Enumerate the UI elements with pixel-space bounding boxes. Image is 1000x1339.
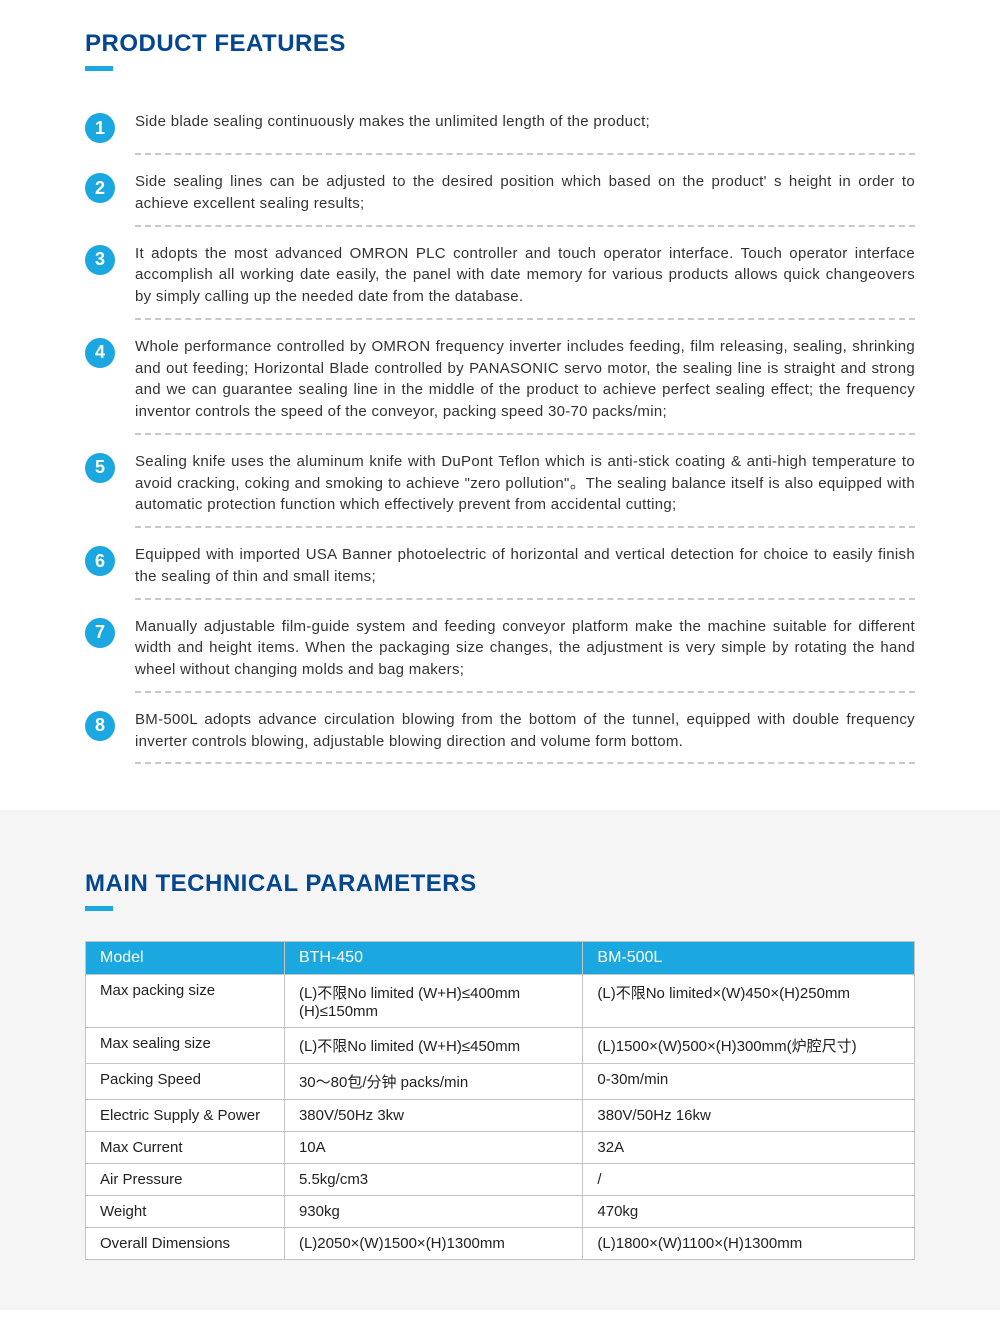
feature-number-badge: 8 [85, 711, 115, 741]
feature-number-badge: 2 [85, 173, 115, 203]
feature-divider [135, 598, 915, 600]
table-cell: Overall Dimensions [86, 1228, 285, 1260]
table-row: Max packing size(L)不限No limited (W+H)≤40… [86, 975, 915, 1028]
table-cell: Air Pressure [86, 1164, 285, 1196]
table-cell: Weight [86, 1196, 285, 1228]
feature-item: 3 It adopts the most advanced OMRON PLC c… [85, 233, 915, 312]
table-cell: / [583, 1164, 915, 1196]
params-heading: MAIN TECHNICAL PARAMETERS [85, 870, 915, 898]
table-cell: 5.5kg/cm3 [284, 1164, 582, 1196]
table-cell: 930kg [284, 1196, 582, 1228]
table-row: Packing Speed30～80包/分钟 packs/min0-30m/mi… [86, 1064, 915, 1100]
feature-text: Equipped with imported USA Banner photoe… [135, 544, 915, 588]
heading-underline [85, 66, 113, 71]
feature-item: 2 Side sealing lines can be adjusted to t… [85, 161, 915, 219]
feature-text: Side blade sealing continuously makes th… [135, 111, 650, 133]
table-row: Max Current10A32A [86, 1132, 915, 1164]
feature-item: 8 BM-500L adopts advance circulation blow… [85, 699, 915, 757]
table-header-cell: BTH-450 [284, 942, 582, 975]
feature-text: Whole performance controlled by OMRON fr… [135, 336, 915, 423]
table-cell: 30～80包/分钟 packs/min [284, 1064, 582, 1100]
table-row: Max sealing size(L)不限No limited (W+H)≤45… [86, 1028, 915, 1064]
feature-text: Sealing knife uses the aluminum knife wi… [135, 451, 915, 516]
table-header-cell: BM-500L [583, 942, 915, 975]
feature-text: Manually adjustable film-guide system an… [135, 616, 915, 681]
features-heading: PRODUCT FEATURES [85, 30, 915, 58]
feature-text: BM-500L adopts advance circulation blowi… [135, 709, 915, 753]
table-cell: (L)不限No limited×(W)450×(H)250mm [583, 975, 915, 1028]
table-cell: (L)不限No limited (W+H)≤450mm [284, 1028, 582, 1064]
table-cell: (L)2050×(W)1500×(H)1300mm [284, 1228, 582, 1260]
table-cell: Max Current [86, 1132, 285, 1164]
table-row: Weight930kg470kg [86, 1196, 915, 1228]
feature-divider [135, 762, 915, 764]
feature-number-badge: 3 [85, 245, 115, 275]
table-body: Max packing size(L)不限No limited (W+H)≤40… [86, 975, 915, 1260]
table-header-cell: Model [86, 942, 285, 975]
table-cell: 380V/50Hz 3kw [284, 1100, 582, 1132]
feature-item: 7 Manually adjustable film-guide system a… [85, 606, 915, 685]
feature-item: 1 Side blade sealing continuously makes t… [85, 101, 915, 147]
feature-number-badge: 6 [85, 546, 115, 576]
feature-divider [135, 225, 915, 227]
technical-parameters-section: MAIN TECHNICAL PARAMETERS ModelBTH-450BM… [0, 810, 1000, 1310]
table-cell: (L)1800×(W)1100×(H)1300mm [583, 1228, 915, 1260]
table-row: Electric Supply & Power380V/50Hz 3kw380V… [86, 1100, 915, 1132]
table-cell: 380V/50Hz 16kw [583, 1100, 915, 1132]
table-cell: 470kg [583, 1196, 915, 1228]
params-table: ModelBTH-450BM-500L Max packing size(L)不… [85, 941, 915, 1260]
heading-underline [85, 906, 113, 911]
table-row: Air Pressure5.5kg/cm3/ [86, 1164, 915, 1196]
table-cell: (L)不限No limited (W+H)≤400mm(H)≤150mm [284, 975, 582, 1028]
feature-item: 4 Whole performance controlled by OMRON f… [85, 326, 915, 427]
table-cell: Packing Speed [86, 1064, 285, 1100]
features-list: 1 Side blade sealing continuously makes t… [85, 101, 915, 764]
table-cell: Max sealing size [86, 1028, 285, 1064]
table-row: Overall Dimensions(L)2050×(W)1500×(H)130… [86, 1228, 915, 1260]
feature-text: Side sealing lines can be adjusted to th… [135, 171, 915, 215]
feature-item: 5 Sealing knife uses the aluminum knife w… [85, 441, 915, 520]
table-cell: Max packing size [86, 975, 285, 1028]
feature-number-badge: 5 [85, 453, 115, 483]
feature-divider [135, 318, 915, 320]
feature-divider [135, 153, 915, 155]
table-cell: Electric Supply & Power [86, 1100, 285, 1132]
table-header-row: ModelBTH-450BM-500L [86, 942, 915, 975]
feature-divider [135, 691, 915, 693]
table-cell: 32A [583, 1132, 915, 1164]
feature-text: It adopts the most advanced OMRON PLC co… [135, 243, 915, 308]
feature-item: 6 Equipped with imported USA Banner photo… [85, 534, 915, 592]
product-features-section: PRODUCT FEATURES 1 Side blade sealing con… [0, 0, 1000, 810]
table-cell: 0-30m/min [583, 1064, 915, 1100]
feature-divider [135, 433, 915, 435]
table-cell: 10A [284, 1132, 582, 1164]
feature-number-badge: 4 [85, 338, 115, 368]
feature-number-badge: 1 [85, 113, 115, 143]
table-cell: (L)1500×(W)500×(H)300mm(炉腔尺寸) [583, 1028, 915, 1064]
feature-number-badge: 7 [85, 618, 115, 648]
feature-divider [135, 526, 915, 528]
